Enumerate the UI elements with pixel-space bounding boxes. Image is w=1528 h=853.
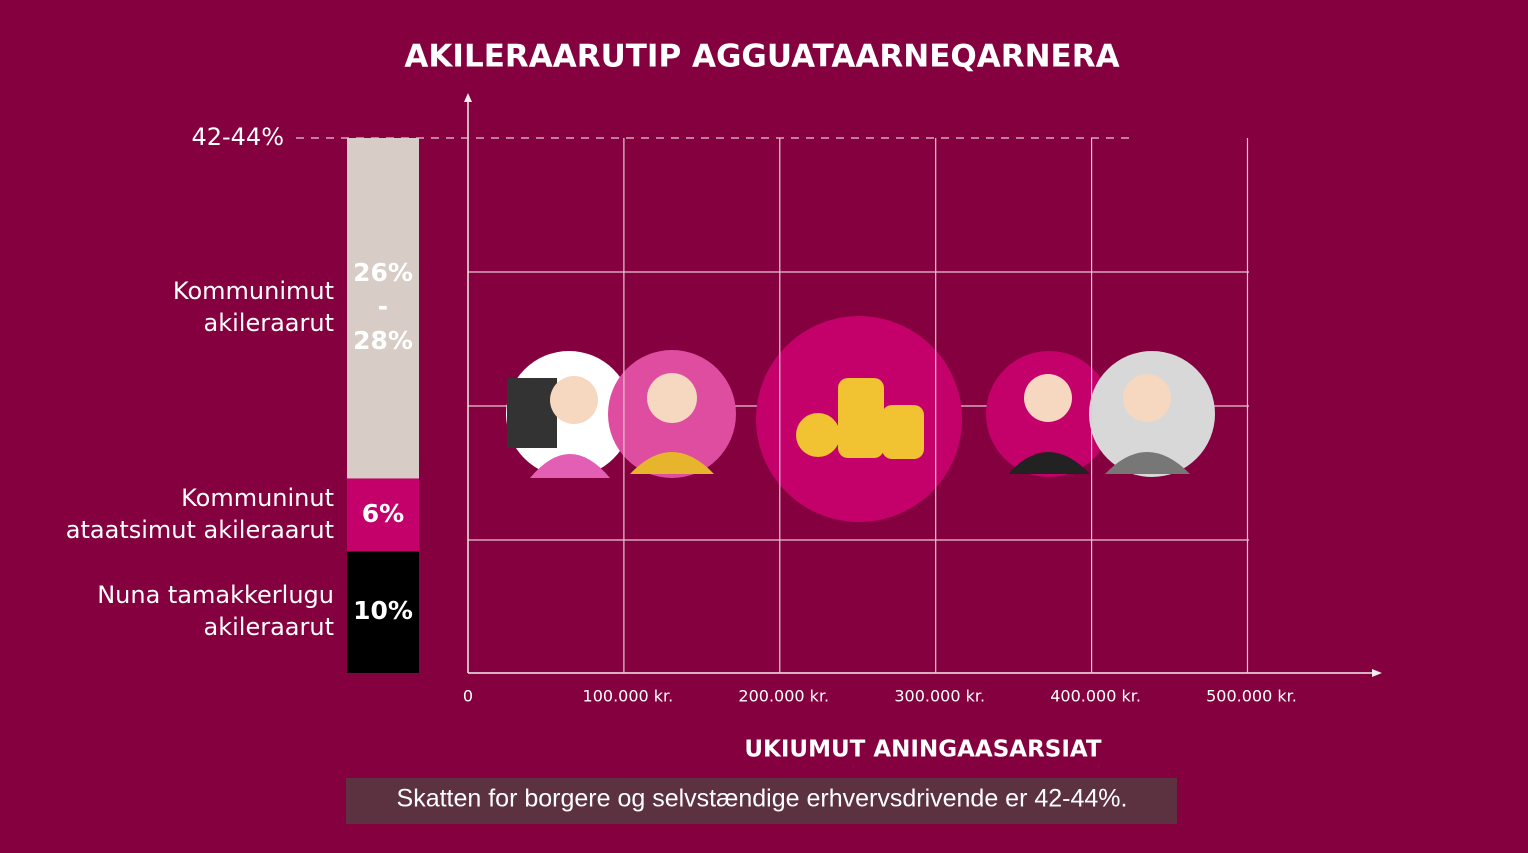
bar-segment	[347, 138, 419, 479]
chalkboard	[507, 378, 557, 448]
reference-label: 42-44%	[191, 123, 284, 151]
body	[1008, 452, 1090, 474]
segment-name: akileraarut	[204, 613, 334, 641]
coin-stack	[838, 378, 884, 458]
x-tick-label: 200.000 kr.	[738, 687, 829, 706]
caption: Skatten for borgere og selvstændige erhv…	[397, 785, 1128, 813]
segment-label: 28%	[353, 326, 413, 355]
segment-label: 10%	[353, 596, 413, 625]
segment-name: Kommunimut	[173, 277, 334, 305]
icons	[506, 316, 1215, 522]
x-tick-label: 0	[463, 687, 473, 706]
bar-segment	[347, 551, 419, 673]
y-arrow	[464, 93, 472, 102]
x-tick-label: 100.000 kr.	[583, 687, 674, 706]
segment-name: Kommuninut	[181, 484, 334, 512]
x-axis-label: UKIUMUT ANINGAASARSIAT	[744, 737, 1102, 763]
face	[1024, 374, 1072, 422]
face	[647, 373, 697, 423]
coin	[796, 413, 840, 457]
caption-box	[346, 778, 1177, 824]
body	[530, 454, 610, 478]
body	[630, 452, 714, 474]
segment-label: -	[378, 292, 388, 321]
bar-segment	[347, 478, 419, 552]
segment-name: Nuna tamakkerlugu	[97, 581, 334, 609]
face	[550, 376, 598, 424]
x-arrow	[1372, 669, 1382, 677]
segment-name: akileraarut	[204, 309, 334, 337]
body	[1105, 452, 1190, 474]
face	[1123, 374, 1171, 422]
x-tick-label: 400.000 kr.	[1050, 687, 1141, 706]
x-tick-label: 500.000 kr.	[1206, 687, 1297, 706]
segment-label: 26%	[353, 258, 413, 287]
segment-name: ataatsimut akileraarut	[66, 516, 334, 544]
segment-label: 6%	[362, 499, 404, 528]
coin-stack	[882, 405, 924, 459]
x-tick-label: 300.000 kr.	[894, 687, 985, 706]
chart-title: AKILERAARUTIP AGGUATAARNEQARNERA	[404, 39, 1119, 75]
